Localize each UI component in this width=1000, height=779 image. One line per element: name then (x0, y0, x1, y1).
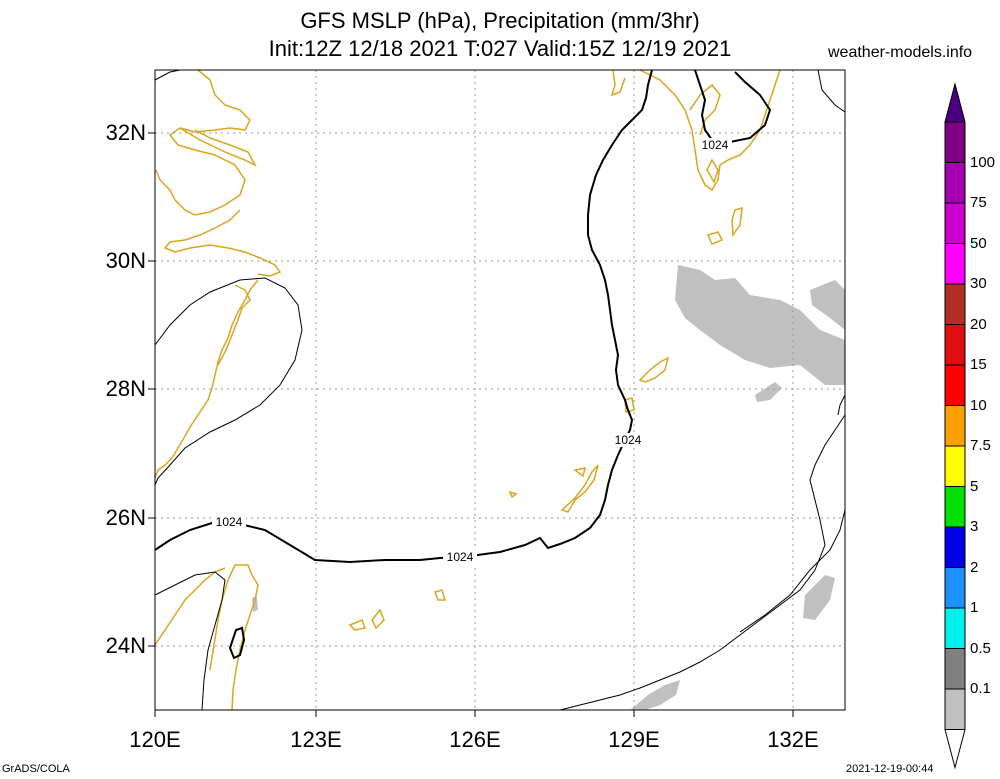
colorbar-swatch (944, 405, 966, 447)
isobar-label: 1024 (447, 550, 474, 564)
isobar-thin-south (154, 571, 226, 711)
coastlines (154, 69, 781, 711)
coast-osumi-islands (706, 206, 743, 245)
site-credit: weather-models.info (828, 44, 973, 61)
colorbar-swatch (944, 243, 966, 285)
map-frame (148, 69, 846, 717)
footer-timestamp: 2021-12-19-00:44 (846, 763, 934, 775)
colorbar-label: 100 (970, 153, 996, 171)
footer-credit: GrADS/COLA (2, 763, 70, 775)
colorbar-label: 3 (970, 518, 979, 535)
map-title: GFS MSLP (hPa), Precipitation (mm/3hr) (300, 8, 700, 33)
coast-sakishima-1 (348, 619, 367, 631)
precip-area-main (675, 265, 845, 385)
y-tick-label: 32N (105, 120, 146, 145)
isobar-labels: 1024 1024 1024 1024 (212, 138, 732, 564)
isobar-label: 1024 (615, 433, 642, 447)
colorbar-label: 2 (970, 558, 979, 576)
colorbar-swatch (944, 324, 966, 366)
coast-kyushu (610, 69, 781, 192)
map-subtitle: Init:12Z 12/18 2021 T:027 Valid:15Z 12/1… (268, 36, 732, 61)
colorbar-swatch (944, 364, 966, 406)
colorbar-swatch (944, 202, 966, 244)
isobar-1024 (154, 69, 772, 660)
precip-areas (252, 265, 845, 710)
coast-sakishima-3 (434, 589, 447, 601)
colorbar-swatch (944, 648, 966, 690)
isobar-thin-west (154, 277, 303, 486)
isobar-thin-right-edge (837, 394, 846, 416)
grid-lines (155, 70, 845, 710)
coast-okinawa-small (508, 467, 587, 499)
colorbar-bottom-cap (944, 729, 966, 770)
colorbar-label: 7.5 (970, 437, 991, 454)
colorbar-swatch (944, 283, 966, 325)
colorbar-top-cap (944, 82, 966, 123)
coast-amami-small (624, 397, 635, 413)
colorbar-swatch (944, 486, 966, 528)
precip-area-south (803, 575, 835, 620)
precip-area-small (755, 382, 782, 402)
isobar-label: 1024 (216, 515, 243, 529)
x-tick-label: 132E (767, 727, 819, 752)
coast-tanegashima (706, 158, 719, 184)
colorbar-label: 10 (970, 396, 987, 414)
isobar-thin-northwest (154, 69, 181, 81)
precip-area-east (810, 280, 845, 330)
colorbar-label: 0.1 (970, 680, 991, 697)
x-tick-label: 126E (449, 727, 501, 752)
coast-china-north (155, 69, 251, 216)
isobar-1024-kyushu (694, 69, 772, 144)
coast-sakishima-2 (371, 608, 385, 630)
isobar-1024-main (154, 69, 653, 564)
colorbar-swatch (944, 607, 966, 649)
colorbar-label: 5 (970, 477, 979, 495)
x-tick-label: 120E (129, 727, 181, 752)
x-tick-label: 129E (608, 727, 660, 752)
y-tick-label: 28N (105, 376, 146, 401)
colorbar-swatch (944, 445, 966, 487)
coast-fujian (154, 567, 226, 646)
isobar-thin-east-top (817, 69, 846, 113)
coast-china-south (154, 279, 259, 479)
precip-area-bottom (630, 680, 680, 710)
colorbar-swatch (944, 162, 966, 204)
isobar-label: 1024 (702, 138, 729, 152)
isobar-thin-east-low (739, 509, 846, 633)
colorbar-swatch (944, 688, 966, 730)
colorbar-label: 15 (970, 356, 987, 373)
x-tick-label: 123E (290, 727, 342, 752)
isobar-thin-east-mid (559, 414, 846, 711)
coast-taiwan (209, 564, 259, 711)
colorbar-label: 20 (970, 315, 987, 333)
y-tick-label: 26N (105, 505, 146, 530)
y-tick-label: 24N (105, 633, 146, 658)
colorbar-swatch (944, 121, 966, 163)
precip-area-taiwan (252, 596, 258, 612)
coast-amami (638, 356, 670, 383)
colorbar-label: 50 (970, 234, 987, 252)
coast-zhejiang-islands (217, 284, 251, 366)
colorbar (944, 82, 966, 770)
colorbar-label: 30 (970, 275, 987, 292)
colorbar-label: 75 (970, 194, 987, 211)
colorbar-label: 1 (970, 599, 979, 616)
colorbar-swatch (944, 526, 966, 568)
coast-china-mid (163, 209, 282, 277)
coast-okinawa (560, 464, 599, 513)
isobar-1024-taiwan (228, 626, 246, 660)
y-tick-label: 30N (105, 248, 146, 273)
thin-isobars (154, 69, 846, 711)
coast-china-bay (179, 127, 257, 167)
coast-kyushu-west (689, 83, 721, 136)
colorbar-label: 0.5 (970, 639, 991, 657)
colorbar-swatch (944, 567, 966, 609)
